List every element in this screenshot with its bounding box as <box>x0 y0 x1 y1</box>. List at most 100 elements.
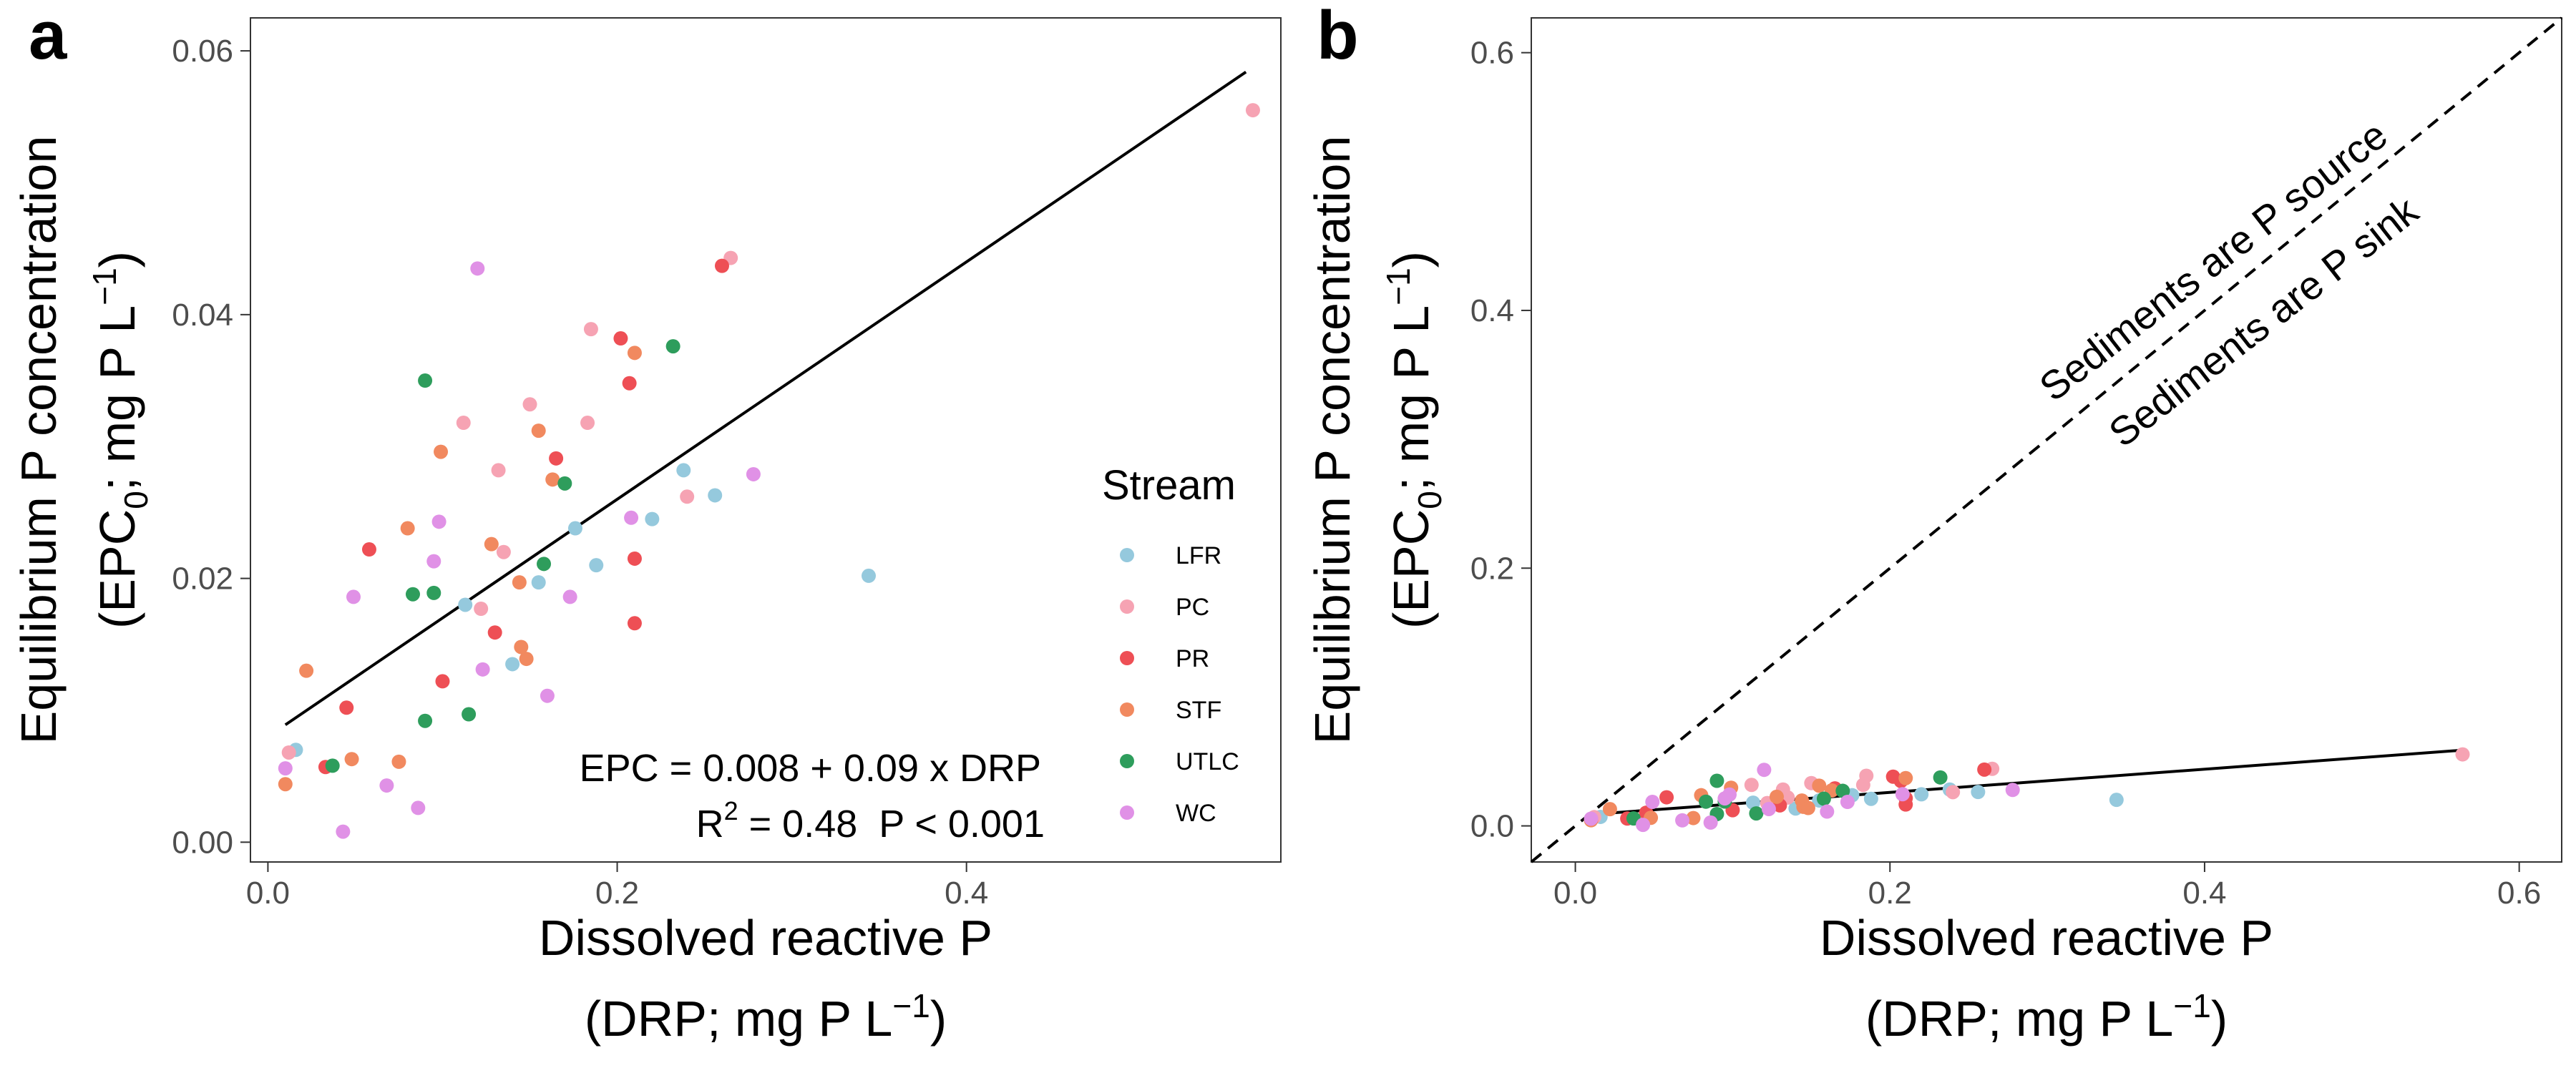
panel-b-letter: b <box>1317 0 1359 74</box>
panel-b-x-axis-title-units: (DRP; mg P L−1) <box>1865 987 2228 1047</box>
panel-a-y-ticks: 0.00 0.02 0.04 0.06 <box>172 34 250 860</box>
panel-a-point-stf <box>299 663 314 678</box>
panel-a-point-lfr <box>645 511 660 526</box>
panel-a-point-pr <box>339 700 354 715</box>
panel-b-plot-frame <box>1531 17 2562 863</box>
panel-a-point-wc <box>431 514 447 529</box>
panel-b-point-wc <box>1840 795 1855 810</box>
panel-a-point-stf <box>391 754 406 769</box>
legend-swatch-lfr <box>1120 548 1134 562</box>
panel-b-point-pc <box>1744 778 1759 793</box>
panel-b-point-utlc <box>1933 770 1948 785</box>
panel-b-x-axis-title: Dissolved reactive P <box>1820 910 2273 966</box>
panel-a-point-pc <box>583 322 598 337</box>
panel-b-y-tick-label: 0.0 <box>1470 809 1514 844</box>
panel-b-point-utlc <box>1816 791 1831 806</box>
panel-b-point-lfr <box>2109 793 2124 808</box>
legend-swatch-pc <box>1120 599 1134 614</box>
panel-a-y-tick-label: 0.02 <box>172 562 233 597</box>
legend-label-wc: WC <box>1176 800 1216 827</box>
panel-a-point-pc <box>496 544 511 559</box>
legend-label-utlc: UTLC <box>1176 748 1239 775</box>
panel-a-point-pr <box>361 542 376 557</box>
panel-b-point-wc <box>1636 818 1651 833</box>
panel-a-point-stf <box>512 575 527 590</box>
panel-a-point-utlc <box>418 373 433 388</box>
panel-a-point-pc <box>474 602 489 616</box>
panel-a-point-lfr <box>862 568 876 583</box>
panel-b-y-axis-title: Equilibrium P concentration <box>1304 136 1360 745</box>
panel-a-point-pc <box>522 397 537 412</box>
panel-a-point-utlc <box>418 713 433 728</box>
panel-a-point-utlc <box>557 476 572 491</box>
panel-a-point-pr <box>622 376 637 391</box>
panel-b-point-wc <box>1757 763 1772 778</box>
panel-a-x-ticks: 0.0 0.2 0.4 <box>246 862 988 911</box>
panel-a-point-pr <box>627 616 642 631</box>
panel-b-y-tick-label: 0.4 <box>1470 293 1514 328</box>
panel-b-regression-line <box>1591 748 2464 816</box>
panel-a-y-tick-label: 0.00 <box>172 825 233 860</box>
panel-a-point-pr <box>549 451 564 466</box>
panel-a-point-wc <box>470 261 485 276</box>
panel-b-point-pr <box>1977 762 1992 777</box>
panel-a-regression-stats: R2 = 0.48 P < 0.001 <box>696 796 1045 846</box>
panel-a-point-lfr <box>589 558 604 573</box>
panel-b-one-to-one-line <box>1530 16 2563 863</box>
panel-a-point-wc <box>278 761 293 776</box>
panel-a-point-pr <box>435 674 450 689</box>
panel-a-point-wc <box>426 554 441 569</box>
panel-b-point-stf <box>1898 770 1913 785</box>
panel-a-point-pc <box>1245 103 1260 118</box>
panel-a-point-wc <box>379 778 394 793</box>
panel-a-point-pr <box>487 625 502 640</box>
panel-a-y-tick-label: 0.04 <box>172 298 233 333</box>
panel-a-point-stf <box>531 423 546 438</box>
panel-a-point-pr <box>613 331 628 346</box>
legend-swatch-utlc <box>1120 754 1134 768</box>
panel-a-point-lfr <box>531 575 546 590</box>
panel-b-point-stf <box>1602 802 1617 817</box>
panel-b-point-stf <box>1800 800 1815 815</box>
legend-label-pr: PR <box>1176 645 1209 672</box>
panel-a-point-wc <box>746 466 761 481</box>
panel-a-point-pc <box>491 463 506 478</box>
panel-b-x-ticks: 0.0 0.2 0.4 0.6 <box>1553 862 2541 911</box>
panel-a-points <box>278 103 1260 839</box>
panel-a-point-wc <box>346 589 361 604</box>
panel-a-y-tick-label: 0.06 <box>172 34 233 69</box>
panel-b: b 0.0 0.2 0.4 0.6 0.00.20.40.6 Sediments ar… <box>1304 0 2563 1047</box>
panel-a-regression-equation: EPC = 0.008 + 0.09 x DRP <box>580 747 1041 790</box>
panel-a-point-stf <box>344 752 359 767</box>
panel-a-point-lfr <box>567 521 582 536</box>
panel-a-x-tick-label: 0.0 <box>246 876 290 911</box>
panel-a-point-lfr <box>458 597 473 612</box>
panel-b-point-utlc <box>1709 773 1724 788</box>
panel-b-x-tick-label: 0.2 <box>1868 876 1912 911</box>
panel-b-point-wc <box>1584 811 1599 826</box>
panel-b-point-stf <box>1812 778 1827 793</box>
panel-b-x-tick-label: 0.6 <box>2497 876 2541 911</box>
panel-a-point-wc <box>562 589 577 604</box>
panel-b-point-lfr <box>1971 785 1986 800</box>
panel-a-point-wc <box>411 800 426 815</box>
panel-a-plot-frame <box>250 17 1282 863</box>
panel-a-x-tick-label: 0.2 <box>595 876 639 911</box>
panel-a-point-utlc <box>426 585 441 600</box>
legend-swatch-pr <box>1120 651 1134 665</box>
panel-a-point-wc <box>624 510 639 525</box>
panel-b-y-ticks: 0.0 0.2 0.4 0.6 <box>1470 36 1531 844</box>
panel-b-point-stf <box>1769 789 1784 804</box>
panel-b-point-wc <box>2005 783 2020 798</box>
panel-a-regression-line <box>284 70 1247 726</box>
panel-a-point-pc <box>580 416 595 431</box>
panel-b-point-wc <box>1761 801 1776 816</box>
panel-a-y-axis-title: Equilibrium P concentration <box>11 136 67 745</box>
panel-a-point-utlc <box>665 339 680 354</box>
legend-label-lfr: LFR <box>1176 542 1221 569</box>
panel-a-point-utlc <box>405 587 420 602</box>
panel-a-point-wc <box>336 824 351 839</box>
panel-a-x-axis-title-units: (DRP; mg P L−1) <box>585 987 947 1047</box>
panel-a-point-utlc <box>537 557 552 572</box>
panel-a-point-stf <box>278 777 293 792</box>
